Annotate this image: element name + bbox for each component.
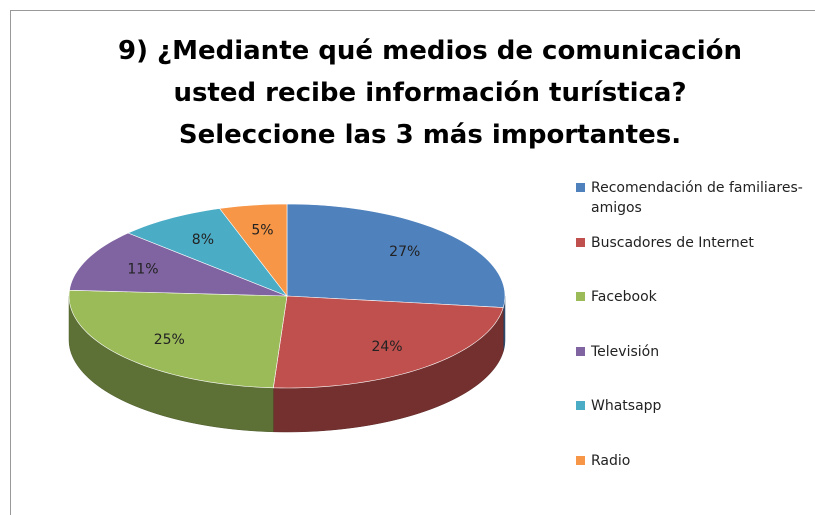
legend-item: Radio bbox=[576, 451, 815, 471]
slice bbox=[219, 203, 288, 297]
value-label: 24% bbox=[371, 339, 402, 355]
legend-label: Whatsapp bbox=[591, 398, 662, 414]
legend-swatch bbox=[576, 401, 585, 410]
frame bbox=[10, 10, 815, 515]
value-label: 25% bbox=[154, 332, 185, 348]
slice bbox=[127, 208, 288, 297]
chart-title: 9) ¿Mediante qué medios de comunicación … bbox=[118, 36, 742, 150]
value-label: 8% bbox=[192, 232, 214, 248]
slice bbox=[68, 289, 288, 389]
legend-swatch bbox=[576, 347, 585, 356]
slice bbox=[272, 295, 504, 389]
legend-item: Televisión bbox=[576, 342, 815, 362]
legend-label: Recomendación de familiares-amigos bbox=[591, 180, 803, 216]
value-label: 27% bbox=[389, 244, 420, 260]
legend-swatch bbox=[576, 292, 585, 301]
legend-item: Facebook bbox=[576, 287, 815, 307]
slice bbox=[69, 232, 288, 297]
legend-swatch bbox=[576, 456, 585, 465]
legend-label: Televisión bbox=[591, 344, 660, 360]
legend-item: Recomendación de familiares-amigos bbox=[576, 178, 815, 218]
legend-label: Buscadores de Internet bbox=[591, 235, 754, 251]
legend-label: Facebook bbox=[591, 289, 657, 305]
legend-item: Buscadores de Internet bbox=[576, 233, 815, 253]
value-label: 11% bbox=[127, 262, 158, 278]
legend-swatch bbox=[576, 238, 585, 247]
slice bbox=[286, 203, 506, 308]
legend-swatch bbox=[576, 183, 585, 192]
legend-label: Radio bbox=[591, 453, 631, 469]
value-label: 5% bbox=[251, 223, 273, 239]
legend-item: Whatsapp bbox=[576, 396, 815, 416]
